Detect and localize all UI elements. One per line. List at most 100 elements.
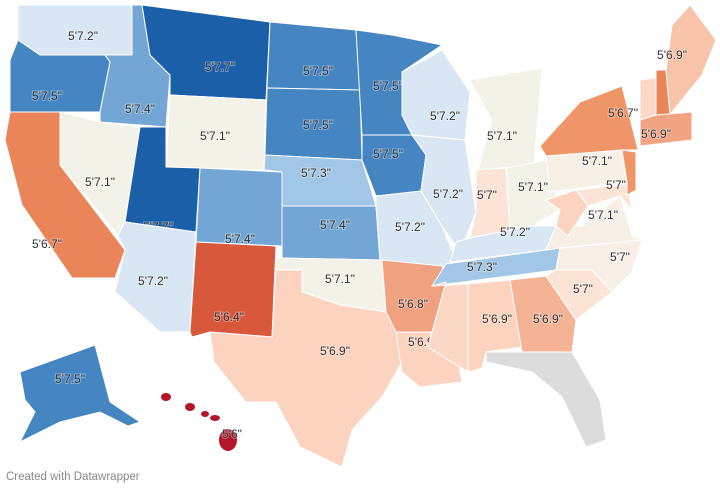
state-value-label: 5'7.3" <box>301 166 331 180</box>
state-wa[interactable]: 5'7.2" <box>17 4 133 56</box>
state-shape[interactable] <box>410 134 477 254</box>
state-ar[interactable]: 5'6.8" <box>381 259 447 333</box>
state-shape[interactable] <box>266 21 361 91</box>
state-shape[interactable] <box>18 344 142 444</box>
state-value-label: 5'6.9" <box>320 344 350 358</box>
state-value-label: 5'6" <box>222 427 242 441</box>
state-vt[interactable] <box>639 77 657 121</box>
state-value-label: 5'6.9" <box>657 48 687 62</box>
state-ks[interactable]: 5'7.4" <box>281 205 381 261</box>
state-md[interactable]: 5'7" <box>575 177 633 212</box>
island-shape[interactable] <box>161 393 171 401</box>
state-fl[interactable] <box>485 351 607 448</box>
state-value-label: 5'7.5" <box>303 118 333 132</box>
state-or[interactable]: 5'7.5" <box>9 39 111 113</box>
state-value-label: 5'7.2" <box>68 29 98 43</box>
state-shape[interactable] <box>575 183 633 212</box>
state-ky[interactable]: 5'7.2" <box>449 224 557 263</box>
state-value-label: 5'6.9" <box>641 127 671 141</box>
state-value-label: 5'7.5" <box>32 89 62 103</box>
state-ca[interactable]: 5'6.7" <box>4 111 126 279</box>
state-shape[interactable] <box>545 195 643 251</box>
state-value-label: 5'7" <box>610 250 630 264</box>
state-nc[interactable]: 5'7" <box>555 239 643 293</box>
state-me[interactable]: 5'6.9" <box>656 4 717 117</box>
state-shape[interactable] <box>505 159 561 229</box>
state-shape[interactable] <box>639 77 657 121</box>
state-value-label: 5'7.4" <box>320 218 350 232</box>
state-value-label: 5'7.1" <box>588 208 618 222</box>
state-value-label: 5'7" <box>477 188 497 202</box>
state-value-label: 5'7" <box>573 282 593 296</box>
state-shape[interactable] <box>449 225 557 263</box>
state-value-label: 5'6.8" <box>398 297 428 311</box>
state-ga[interactable]: 5'6.9" <box>509 275 577 353</box>
state-mt[interactable]: 5'7.7" <box>141 4 271 101</box>
state-nj[interactable] <box>621 149 637 196</box>
island-shape[interactable] <box>201 411 209 417</box>
state-value-label: 5'7.1" <box>582 154 612 168</box>
state-value-label: 5'7.2" <box>138 274 168 288</box>
state-ny[interactable]: 5'6.7" <box>539 85 639 157</box>
state-ma[interactable]: 5'6.9" <box>639 111 693 147</box>
state-value-label: 5'7.2" <box>433 187 463 201</box>
state-in[interactable]: 5'7" <box>469 167 511 239</box>
island-shape[interactable] <box>185 403 195 411</box>
state-ia[interactable]: 5'7.5" <box>361 134 427 197</box>
state-value-label: 5'7.1" <box>200 129 230 143</box>
state-mi[interactable]: 5'7.1" <box>469 67 543 171</box>
state-wy[interactable]: 5'7.1" <box>165 94 267 171</box>
state-hi[interactable]: 5'6" <box>161 393 243 451</box>
state-shape[interactable] <box>509 275 577 353</box>
state-value-label: 5'7.2" <box>395 220 425 234</box>
state-value-label: 5'6.9" <box>482 312 512 326</box>
state-oh[interactable]: 5'7.1" <box>505 159 561 229</box>
state-va[interactable]: 5'7.1" <box>545 195 643 251</box>
state-co[interactable]: 5'7.4" <box>195 167 283 247</box>
state-tn[interactable]: 5'7.3" <box>431 247 561 287</box>
state-value-label: 5'7.4" <box>225 232 255 246</box>
state-value-label: 5'7.5" <box>303 64 333 78</box>
state-shape[interactable] <box>114 221 197 333</box>
state-shape[interactable] <box>485 351 607 448</box>
state-value-label: 5'6.9" <box>533 312 563 326</box>
choropleth-map: 5'7.2" 5'7.5" 5'6.7" 5'7.4" 5'7.7" 5'7.1" 5'7.… <box>4 4 717 468</box>
state-sc[interactable]: 5'7" <box>545 269 613 321</box>
state-value-label: 5'6.7" <box>32 237 62 251</box>
credit-text: Created with Datawrapper <box>6 471 140 483</box>
state-shape[interactable] <box>281 205 381 261</box>
state-value-label: 5'7" <box>606 178 626 192</box>
state-value-label: 5'7.5" <box>373 147 403 161</box>
state-value-label: 5'7.1" <box>518 180 548 194</box>
state-value-label: 5'6.7" <box>608 106 638 120</box>
state-value-label: 5'7.1" <box>85 175 115 189</box>
state-ak[interactable]: 5'7.5" <box>18 344 142 444</box>
state-nd[interactable]: 5'7.5" <box>266 21 361 91</box>
state-value-label: 5'7.4" <box>125 102 155 116</box>
state-value-label: 5'7.7" <box>205 60 235 74</box>
state-value-label: 5'7.3" <box>467 260 497 274</box>
state-il[interactable]: 5'7.2" <box>410 134 477 254</box>
island-shape[interactable] <box>219 429 237 451</box>
state-value-label: 5'7.5" <box>55 372 85 386</box>
state-sd[interactable]: 5'7.5" <box>264 87 363 161</box>
state-shape[interactable] <box>639 111 693 147</box>
state-nv[interactable]: 5'7.1" <box>59 111 141 236</box>
state-az[interactable]: 5'7.2" <box>114 221 197 333</box>
state-tx[interactable]: 5'6.9" <box>209 269 403 468</box>
state-pa[interactable]: 5'7.1" <box>545 149 628 193</box>
state-value-label: 5'6.4" <box>214 310 244 324</box>
state-value-label: 5'7.1" <box>487 129 517 143</box>
state-value-label: 5'7.5" <box>373 79 403 93</box>
state-shape[interactable] <box>621 149 637 196</box>
state-mo[interactable]: 5'7.2" <box>375 190 457 269</box>
state-shape[interactable] <box>209 269 403 468</box>
state-shape[interactable] <box>539 85 639 157</box>
state-wi[interactable]: 5'7.2" <box>401 49 471 141</box>
state-shape[interactable] <box>361 134 427 197</box>
state-ne[interactable]: 5'7.3" <box>263 154 377 207</box>
state-nm[interactable]: 5'6.4" <box>189 241 277 338</box>
island-shape[interactable] <box>210 415 220 421</box>
state-value-label: 5'7.1" <box>325 272 355 286</box>
state-shape[interactable] <box>469 67 543 171</box>
